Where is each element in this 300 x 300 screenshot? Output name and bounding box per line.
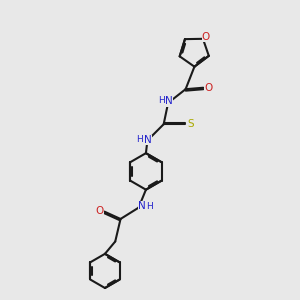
- Text: O: O: [95, 206, 103, 216]
- Text: H: H: [158, 95, 165, 104]
- Text: N: N: [165, 97, 173, 106]
- Text: S: S: [188, 118, 194, 129]
- Text: N: N: [138, 201, 146, 211]
- Text: O: O: [202, 32, 210, 42]
- Text: N: N: [144, 135, 152, 145]
- Text: O: O: [204, 83, 213, 93]
- Text: H: H: [136, 134, 143, 143]
- Text: H: H: [146, 202, 153, 211]
